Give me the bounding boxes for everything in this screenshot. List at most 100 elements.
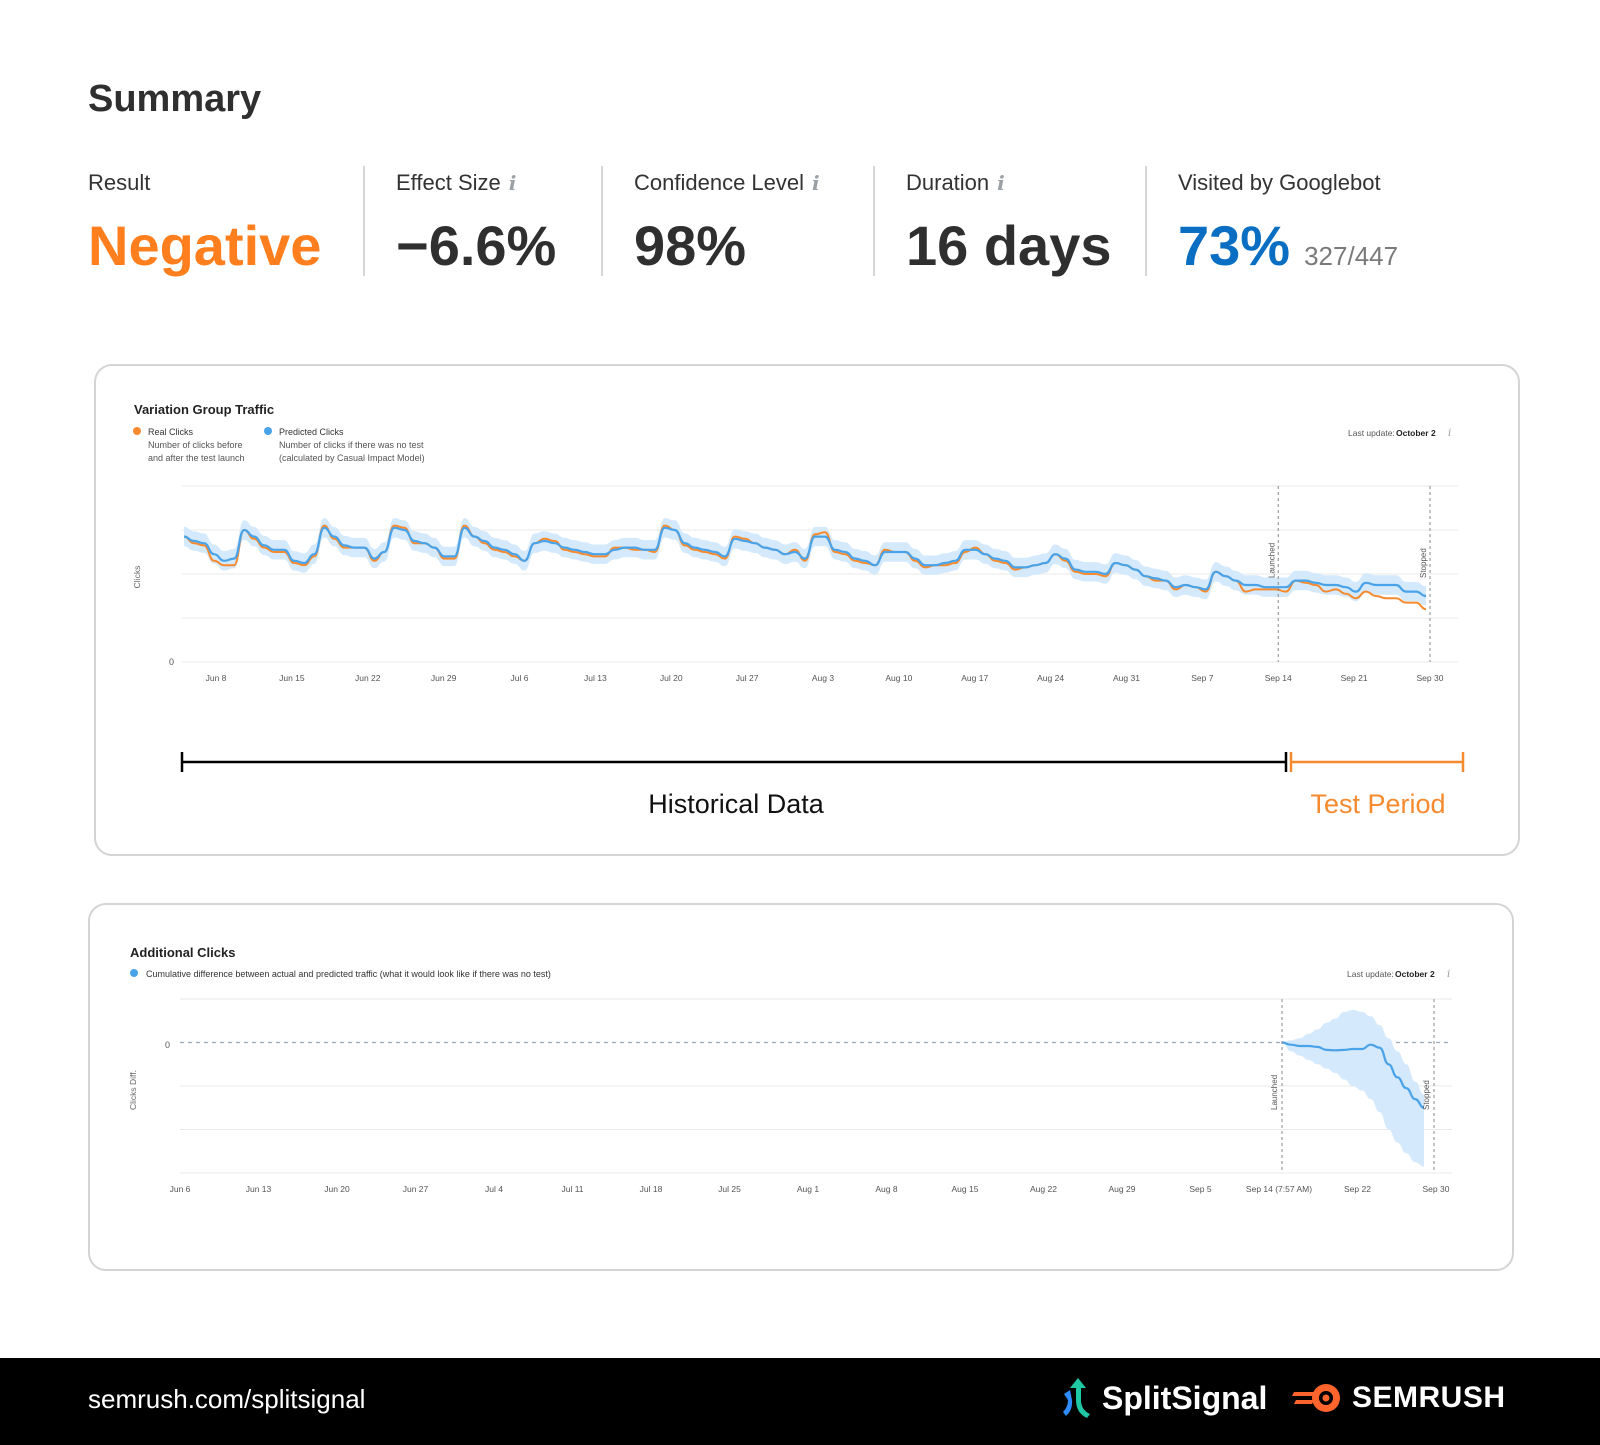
metric-googlebot: Visited by Googlebot 73% 327/447	[1178, 168, 1398, 277]
googlebot-count: 327/447	[1304, 241, 1399, 271]
info-icon[interactable]: i	[1447, 969, 1450, 980]
metric-label: Duration	[906, 170, 990, 195]
semrush-logo: SEMRUSH	[1292, 1378, 1506, 1418]
stopped-label: Stopped	[1422, 1080, 1431, 1110]
x-tick-label: Aug 8	[875, 1184, 897, 1194]
metric-value: 73% 327/447	[1178, 214, 1398, 288]
grid	[180, 998, 1452, 1174]
metric-label: Result	[88, 170, 151, 195]
splitsignal-wordmark: SplitSignal	[1102, 1379, 1268, 1416]
variation-traffic-chart: Variation Group Traffic Real Clicks Numb…	[132, 402, 1465, 819]
googlebot-percent: 73%	[1178, 214, 1291, 277]
x-tick-label: Sep 30	[1423, 1184, 1450, 1194]
x-tick-label: Jul 18	[640, 1184, 663, 1194]
y-tick-label: 0	[165, 1040, 170, 1050]
legend-desc: Number of clicks if there was no test	[279, 440, 424, 450]
x-tick-label: Aug 10	[885, 673, 912, 683]
x-tick-label: Jul 20	[660, 673, 683, 683]
metric-label: Confidence Level	[634, 170, 805, 195]
last-update-value: October 2	[1395, 969, 1435, 979]
legend-desc: Number of clicks before	[148, 440, 243, 450]
info-icon[interactable]: i	[997, 171, 1005, 195]
x-tick-label: Jun 15	[279, 673, 305, 683]
divider	[873, 166, 875, 276]
variation-traffic-card: Variation Group Traffic Real Clicks Numb…	[94, 364, 1520, 856]
x-tick-label: Jun 8	[206, 673, 227, 683]
predicted-confidence-band	[184, 518, 1426, 606]
x-tick-label: Jul 25	[718, 1184, 741, 1194]
info-icon[interactable]: i	[812, 171, 820, 195]
y-axis-label: Clicks	[132, 566, 142, 589]
x-tick-label: Jul 27	[736, 673, 759, 683]
launched-label: Launched	[1267, 543, 1276, 578]
predicted-clicks-line	[183, 526, 1427, 598]
footer-url[interactable]: semrush.com/splitsignal	[88, 1384, 366, 1414]
splitsignal-logo: SplitSignal	[1060, 1376, 1267, 1420]
x-tick-label: Jul 11	[561, 1184, 583, 1194]
last-update-value: October 2	[1396, 428, 1436, 438]
divider	[363, 166, 365, 276]
x-tick-label: Sep 21	[1341, 673, 1368, 683]
legend-label-real: Real Clicks	[148, 427, 194, 437]
x-tick-label: Jun 20	[324, 1184, 350, 1194]
x-axis: Jun 8 Jun 15 Jun 22 Jun 29 Jul 6 Jul 13 Jul 20…	[206, 673, 1444, 683]
legend-label: Cumulative difference between actual and…	[146, 969, 551, 979]
metric-value: 98%	[634, 214, 747, 277]
x-tick-label: Aug 1	[797, 1184, 819, 1194]
chart-title: Additional Clicks	[130, 945, 235, 960]
launched-label: Launched	[1270, 1075, 1279, 1110]
metric-value: 16 days	[906, 214, 1112, 277]
last-update-label: Last update:	[1348, 428, 1395, 438]
x-tick-label: Sep 22	[1344, 1184, 1371, 1194]
footer: semrush.com/splitsignal SplitSignal SEMR…	[0, 1358, 1600, 1445]
metric-result: Result Negative	[88, 168, 322, 277]
y-axis-label: Clicks Diff.	[128, 1070, 138, 1110]
metric-value: −6.6%	[396, 214, 557, 277]
x-tick-label: Aug 24	[1037, 673, 1064, 683]
splitsignal-icon	[1063, 1378, 1090, 1418]
cumulative-difference-line	[1281, 1041, 1425, 1109]
x-tick-label: Aug 31	[1113, 673, 1140, 683]
cumulative-confidence-band	[1282, 1009, 1424, 1167]
chart-title: Variation Group Traffic	[134, 402, 274, 417]
legend-dot-predicted	[264, 427, 272, 435]
divider	[601, 166, 603, 276]
last-update-label: Last update:	[1347, 969, 1394, 979]
x-tick-label: Aug 15	[952, 1184, 979, 1194]
x-tick-label: Jul 4	[485, 1184, 503, 1194]
x-tick-label: Aug 17	[961, 673, 988, 683]
metric-label: Visited by Googlebot	[1178, 170, 1381, 195]
metric-value: Negative	[88, 214, 322, 277]
x-tick-label: Jun 13	[246, 1184, 272, 1194]
metric-confidence-level: Confidence Level i 98%	[634, 168, 820, 277]
info-icon[interactable]: i	[508, 171, 517, 195]
x-tick-label: Sep 5	[1189, 1184, 1211, 1194]
legend-desc: (calculated by Casual Impact Model)	[279, 453, 425, 463]
metric-duration: Duration i 16 days	[906, 168, 1112, 277]
x-tick-label: Sep 7	[1191, 673, 1213, 683]
x-tick-label: Jun 6	[170, 1184, 191, 1194]
y-tick-label: 0	[169, 657, 174, 667]
additional-clicks-chart: Additional Clicks Cumulative difference …	[128, 945, 1452, 1194]
x-tick-label: Aug 3	[812, 673, 834, 683]
x-tick-label: Jun 22	[355, 673, 381, 683]
metric-label: Effect Size	[396, 170, 501, 195]
additional-clicks-card: Additional Clicks Cumulative difference …	[88, 903, 1514, 1271]
page-title: Summary	[88, 78, 262, 120]
semrush-wordmark: SEMRUSH	[1352, 1381, 1506, 1414]
info-icon[interactable]: i	[1448, 428, 1451, 439]
x-tick-label: Sep 30	[1417, 673, 1444, 683]
legend-dot	[130, 969, 138, 977]
x-tick-label: Jul 13	[584, 673, 607, 683]
x-axis: Jun 6 Jun 13 Jun 20 Jun 27 Jul 4 Jul 11 Jul 18…	[170, 1184, 1450, 1194]
x-tick-label: Jun 29	[431, 673, 457, 683]
stopped-label: Stopped	[1419, 548, 1428, 578]
x-tick-label: Sep 14 (7:57 AM)	[1246, 1184, 1312, 1194]
divider	[1145, 166, 1147, 276]
metric-effect-size: Effect Size i −6.6%	[396, 168, 557, 277]
legend-dot-real	[133, 427, 141, 435]
x-tick-label: Jun 27	[403, 1184, 429, 1194]
x-tick-label: Aug 22	[1030, 1184, 1057, 1194]
legend-desc: and after the test launch	[148, 453, 245, 463]
legend-label-predicted: Predicted Clicks	[279, 427, 344, 437]
